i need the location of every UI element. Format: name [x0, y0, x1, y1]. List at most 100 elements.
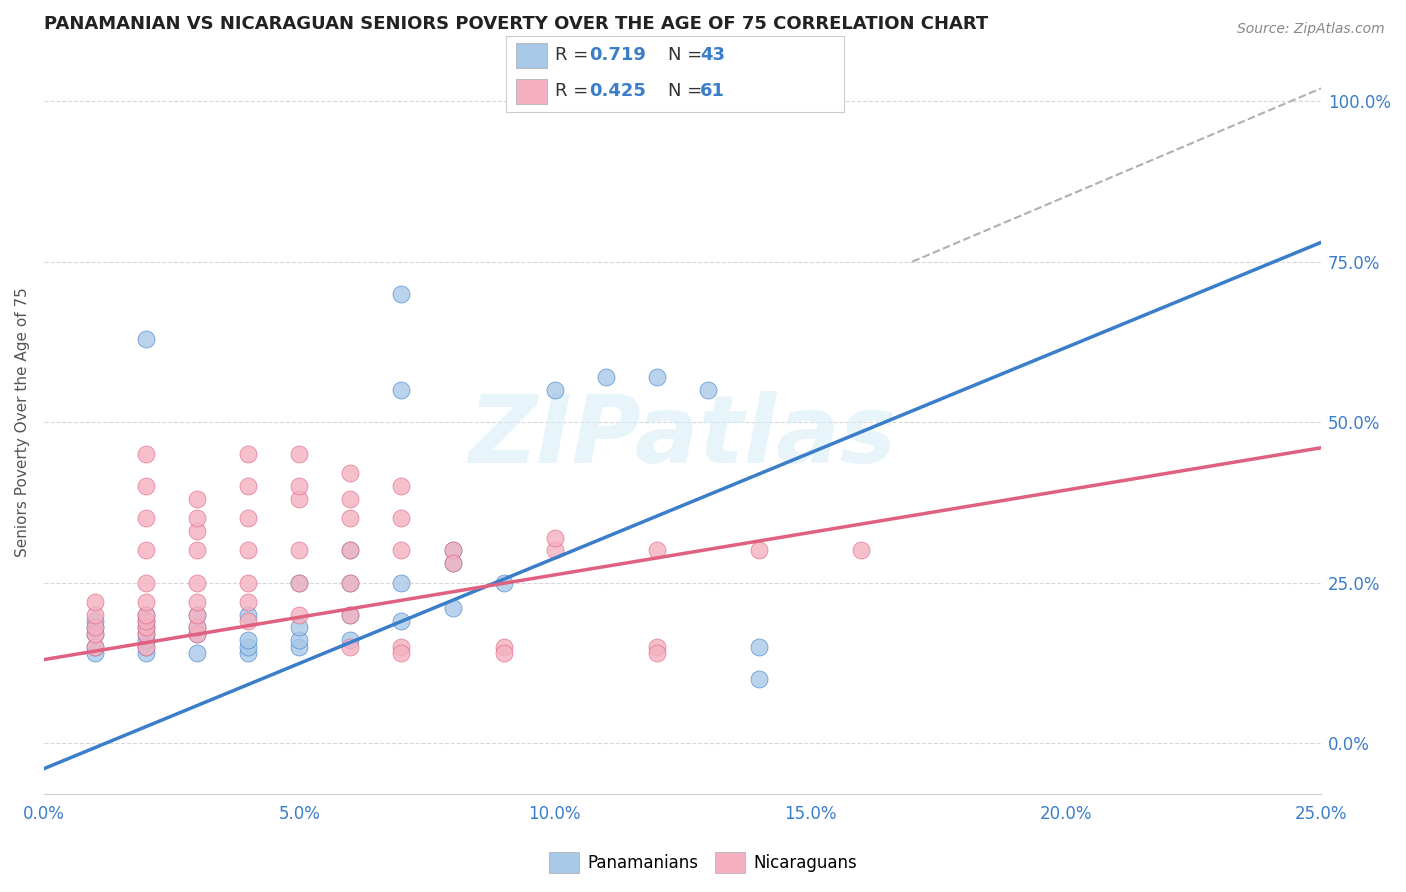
Point: [84, 614, 107, 628]
Point: [238, 633, 260, 648]
Text: N =: N =: [668, 82, 709, 100]
Point: [748, 543, 770, 558]
Point: [135, 640, 157, 654]
Point: [391, 511, 413, 525]
Point: [84, 595, 107, 609]
Point: [339, 543, 361, 558]
Point: [339, 607, 361, 622]
Text: R =: R =: [555, 82, 595, 100]
Point: [186, 492, 208, 507]
Point: [544, 531, 567, 545]
Point: [238, 479, 260, 493]
Point: [84, 627, 107, 641]
Point: [135, 332, 157, 346]
Point: [238, 595, 260, 609]
Point: [288, 633, 311, 648]
Text: R =: R =: [555, 46, 595, 64]
Point: [186, 511, 208, 525]
Y-axis label: Seniors Poverty Over the Age of 75: Seniors Poverty Over the Age of 75: [15, 287, 30, 557]
Point: [84, 640, 107, 654]
Point: [238, 511, 260, 525]
Text: 61: 61: [700, 82, 725, 100]
Point: [441, 543, 464, 558]
Point: [186, 524, 208, 539]
Legend: Panamanians, Nicaraguans: Panamanians, Nicaraguans: [543, 846, 863, 880]
Point: [391, 383, 413, 397]
Point: [288, 492, 311, 507]
Point: [238, 640, 260, 654]
Point: [391, 286, 413, 301]
Point: [288, 620, 311, 634]
Point: [441, 557, 464, 571]
Point: [391, 575, 413, 590]
Point: [186, 575, 208, 590]
Point: [339, 640, 361, 654]
Point: [238, 575, 260, 590]
Point: [186, 627, 208, 641]
Point: [645, 646, 668, 660]
Point: [595, 370, 617, 384]
Point: [186, 543, 208, 558]
Point: [441, 601, 464, 615]
Point: [288, 640, 311, 654]
Point: [84, 620, 107, 634]
Point: [84, 607, 107, 622]
Point: [186, 620, 208, 634]
Point: [135, 627, 157, 641]
Point: [238, 447, 260, 461]
Point: [84, 627, 107, 641]
Text: Source: ZipAtlas.com: Source: ZipAtlas.com: [1237, 22, 1385, 37]
Point: [135, 627, 157, 641]
Point: [441, 543, 464, 558]
Point: [186, 607, 208, 622]
Point: [186, 620, 208, 634]
Point: [441, 557, 464, 571]
Point: [135, 447, 157, 461]
Point: [339, 575, 361, 590]
Point: [238, 614, 260, 628]
Point: [645, 370, 668, 384]
Point: [84, 640, 107, 654]
Text: 0.425: 0.425: [589, 82, 645, 100]
Point: [391, 543, 413, 558]
Point: [339, 633, 361, 648]
Point: [135, 607, 157, 622]
FancyBboxPatch shape: [516, 78, 547, 104]
Point: [238, 543, 260, 558]
Point: [186, 595, 208, 609]
Point: [135, 511, 157, 525]
Point: [288, 479, 311, 493]
Text: 0.719: 0.719: [589, 46, 645, 64]
Point: [288, 543, 311, 558]
Point: [186, 627, 208, 641]
Text: 43: 43: [700, 46, 725, 64]
Point: [391, 646, 413, 660]
Text: N =: N =: [668, 46, 709, 64]
Point: [339, 607, 361, 622]
Point: [84, 620, 107, 634]
Point: [339, 467, 361, 481]
Point: [391, 479, 413, 493]
Point: [135, 607, 157, 622]
Text: ZIPatlas: ZIPatlas: [468, 391, 897, 483]
Point: [492, 646, 515, 660]
Point: [492, 575, 515, 590]
Point: [748, 640, 770, 654]
Point: [544, 383, 567, 397]
Point: [339, 492, 361, 507]
Point: [135, 640, 157, 654]
Point: [238, 607, 260, 622]
Point: [238, 646, 260, 660]
Point: [135, 646, 157, 660]
Point: [288, 575, 311, 590]
Point: [135, 479, 157, 493]
Point: [645, 640, 668, 654]
Point: [339, 511, 361, 525]
Point: [135, 620, 157, 634]
Point: [288, 607, 311, 622]
Point: [135, 595, 157, 609]
Point: [186, 607, 208, 622]
Point: [135, 633, 157, 648]
Point: [697, 383, 720, 397]
Text: PANAMANIAN VS NICARAGUAN SENIORS POVERTY OVER THE AGE OF 75 CORRELATION CHART: PANAMANIAN VS NICARAGUAN SENIORS POVERTY…: [44, 15, 988, 33]
